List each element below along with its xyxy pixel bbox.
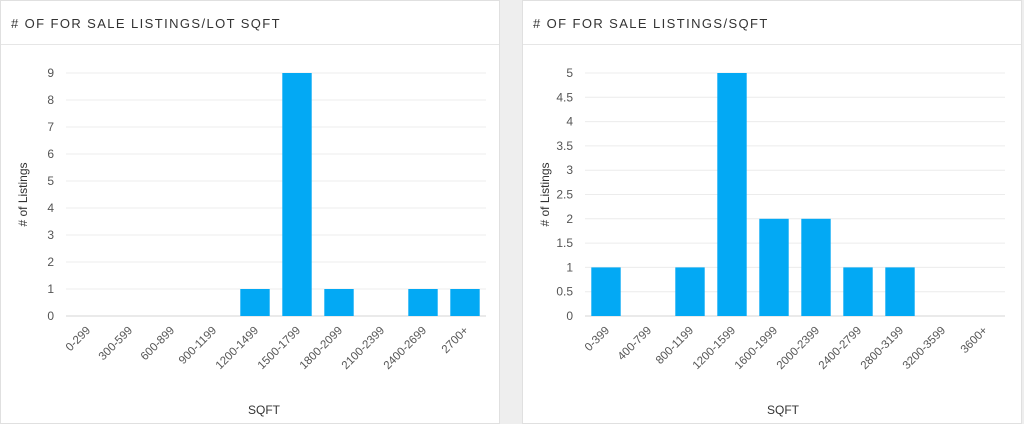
x-tick-label: 1800-2099	[298, 325, 345, 372]
y-tick-label: 7	[47, 120, 54, 134]
bar-0-399[interactable]	[591, 267, 621, 316]
bar-1600-1999[interactable]	[759, 218, 789, 316]
y-axis-label: # of Listings	[16, 162, 30, 226]
bar-chart-lot-sqft: 0 1 2 3 4 5 6 7 8 9 0-299 300-599 600-899 900-1199120…	[16, 66, 486, 417]
x-tick-label: 3200-3599	[901, 325, 948, 372]
x-tick-label: 600-899	[139, 325, 177, 363]
y-tick-label: 4	[47, 201, 54, 215]
x-tick-label: 900-1199	[177, 325, 219, 367]
y-tick-label: 8	[47, 93, 54, 107]
chart-panel-lot-sqft: # OF FOR SALE LISTINGS/LOT SQFT 0 1 2 3 4 5 6 7…	[0, 0, 500, 424]
bar-2700+[interactable]	[450, 289, 480, 316]
bar-1800-2099[interactable]	[324, 289, 354, 316]
bar-2000-2399[interactable]	[801, 218, 831, 316]
bar-2400-2799[interactable]	[843, 267, 873, 316]
x-tick-label: 3600+	[959, 324, 991, 356]
x-tick-label: 2400-2699	[382, 325, 429, 372]
y-tick-label: 1	[566, 260, 573, 274]
y-tick-label: 3.5	[556, 139, 573, 153]
x-tick-label: 2700+	[440, 324, 472, 356]
y-tick-label: 1	[47, 282, 54, 296]
y-tick-label: 9	[47, 66, 54, 80]
y-axis-label: # of Listings	[538, 162, 552, 226]
chart-panel-sqft: # OF FOR SALE LISTINGS/SQFT 0 0.5 1 1.5 2 2.5…	[522, 0, 1022, 424]
x-tick-label: 1600-1999	[733, 325, 780, 372]
x-tick-label: 2800-3199	[859, 325, 906, 372]
y-tick-label: 0	[47, 309, 54, 323]
bar-2400-2699[interactable]	[408, 289, 438, 316]
y-tick-label: 2.5	[556, 188, 573, 202]
x-tick-label: 1200-1599	[691, 325, 738, 372]
x-axis-label: SQFT	[767, 403, 800, 417]
bar-chart-sqft: 0 0.5 1 1.5 2 2.5 3 3.5 4 4.5 5 0-399 400-799 800-119…	[538, 66, 1005, 417]
y-tick-label: 0.5	[556, 285, 573, 299]
x-tick-label: 0-299	[64, 325, 93, 354]
x-tick-label: 2100-2399	[340, 325, 387, 372]
panel-title: # OF FOR SALE LISTINGS/LOT SQFT	[1, 1, 499, 45]
y-tick-label: 4.5	[556, 90, 573, 104]
x-tick-label: 2400-2799	[817, 325, 864, 372]
panel-title: # OF FOR SALE LISTINGS/SQFT	[523, 1, 1021, 45]
bar-1200-1599[interactable]	[717, 73, 747, 316]
bar-2800-3199[interactable]	[885, 267, 915, 316]
y-tick-label: 2	[566, 212, 573, 226]
x-tick-label: 400-799	[616, 325, 654, 363]
bar-800-1199[interactable]	[675, 267, 705, 316]
y-tick-label: 0	[566, 309, 573, 323]
y-tick-label: 1.5	[556, 236, 573, 250]
x-tick-label: 0-399	[583, 325, 612, 354]
y-tick-label: 6	[47, 147, 54, 161]
x-tick-label: 1500-1799	[256, 325, 303, 372]
y-tick-label: 4	[566, 115, 573, 129]
y-tick-label: 5	[566, 66, 573, 80]
x-tick-label: 300-599	[97, 325, 135, 363]
x-tick-label: 1200-1499	[214, 325, 261, 372]
y-tick-label: 2	[47, 255, 54, 269]
bar-1500-1799[interactable]	[282, 73, 312, 316]
x-tick-label: 800-1199	[654, 325, 696, 367]
bar-1200-1499[interactable]	[240, 289, 270, 316]
y-tick-label: 3	[566, 163, 573, 177]
x-axis-label: SQFT	[248, 403, 281, 417]
y-tick-label: 5	[47, 174, 54, 188]
x-tick-label: 2000-2399	[775, 325, 822, 372]
y-tick-label: 3	[47, 228, 54, 242]
